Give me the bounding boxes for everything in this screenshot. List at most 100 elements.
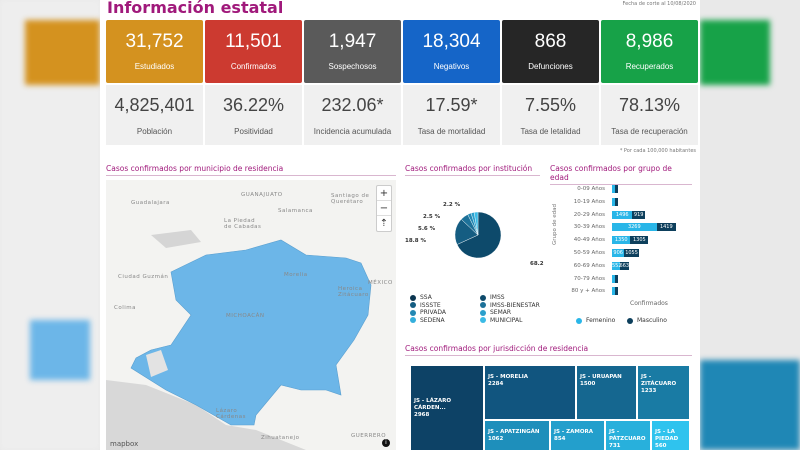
treemap-cell[interactable]: JS - LA PIEDAD 560 [651, 420, 690, 450]
card-stat: 232.06* Incidencia acumulada [304, 85, 401, 145]
treemap-cell[interactable]: JS - MORELIA 2284 [484, 365, 576, 420]
age-label: 20-29 Años [573, 211, 605, 218]
map-label: MICHOACÁN [226, 313, 265, 319]
zoom-in-button[interactable]: + [377, 186, 391, 201]
cell-name: JS - LÁZARO CÁRDEN... [414, 397, 452, 411]
cell-value: 560 [655, 443, 667, 450]
legend-label: Femenino [586, 317, 616, 324]
treemap-cell[interactable]: JS - ZITÁCUARO 1233 [637, 365, 690, 420]
bar-male[interactable]: 1055 [624, 249, 639, 257]
legend-item[interactable]: IMSS-BIENESTAR [480, 302, 540, 309]
cell-value: 2968 [414, 412, 430, 419]
legend-label: IMSS [490, 294, 505, 301]
pie-label: 18.8 % [405, 238, 426, 244]
cell-name: JS - MORELIA [488, 374, 529, 380]
legend-swatch [410, 317, 416, 323]
age-title: Casos confirmados por grupo de edad [550, 164, 692, 185]
bar-female[interactable] [612, 197, 615, 206]
legend-item[interactable]: SEDENA [410, 317, 445, 324]
cell-name: JS - LA PIEDAD [655, 429, 679, 443]
cell-value: 1233 [641, 388, 657, 395]
legend-item[interactable]: IMSS [480, 294, 505, 301]
legend-swatch [480, 302, 486, 308]
card-value: 18,304 [422, 31, 481, 52]
municipality-map[interactable]: GUANAJUATO Santiago de Querétaro Guadala… [106, 180, 396, 450]
legend-label: SSA [420, 294, 432, 301]
bar-male[interactable] [615, 287, 618, 296]
zoom-out-button[interactable]: − [377, 201, 391, 216]
map-label: Santiago de Querétaro [331, 193, 370, 205]
stat-card-sospechosos: 1,947 Sospechosos 232.06* Incidencia acumul… [304, 20, 401, 145]
map-label: GUANAJUATO [241, 192, 283, 198]
treemap-cell[interactable]: JS - URUAPAN 1500 [576, 365, 637, 420]
bar-female[interactable] [612, 185, 615, 193]
legend-label: Masculino [637, 317, 667, 324]
bar-value: 3269 [627, 224, 641, 231]
institution-title: Casos confirmados por institución [405, 164, 540, 176]
treemap-cell[interactable]: JS - PÁTZCUARO 731 [605, 420, 651, 450]
bar-male[interactable]: 1305 [630, 236, 649, 245]
map-shapes [106, 230, 372, 450]
bar-value: 919 [633, 211, 644, 218]
info-icon[interactable]: i [382, 439, 390, 447]
ocean [106, 380, 306, 450]
card-value: 1,947 [328, 31, 377, 52]
bar-male[interactable]: 919 [632, 210, 645, 219]
map-label: Colima [114, 305, 136, 311]
bar-value: 1055 [625, 250, 638, 256]
bar-female[interactable]: 1350 [612, 236, 631, 245]
bar-female[interactable]: 552 [612, 261, 622, 270]
bar-female[interactable] [612, 274, 615, 283]
mapbox-logo[interactable]: mapbox [110, 440, 139, 448]
bar-male[interactable]: 1419 [656, 223, 676, 232]
bar-male[interactable] [615, 185, 618, 193]
legend-item[interactable]: MUNICIPAL [480, 317, 522, 324]
treemap-cell[interactable]: JS - LÁZARO CÁRDEN... 2968 [410, 365, 484, 450]
male-swatch [627, 317, 633, 324]
bar-female[interactable]: 3269 [612, 223, 657, 232]
stat-card-estudiados: 31,752 Estudiados 4,825,401 Población [106, 20, 203, 145]
age-x-axis-label: Confirmados [630, 300, 668, 307]
bar-value: 1496 [615, 211, 629, 218]
lake [151, 230, 201, 248]
map-controls: + − ⇡ [376, 185, 392, 232]
bar-male[interactable] [615, 274, 618, 283]
bar-male[interactable] [615, 197, 618, 206]
cell-name: JS - APATZINGÁN [488, 429, 540, 435]
age-label: 80 y + Años [571, 288, 605, 295]
bar-female[interactable]: 906 [612, 249, 625, 257]
legend-item[interactable]: SEMAR [480, 309, 511, 316]
pie-label: 5.6 % [418, 226, 436, 232]
stat-card-recuperados: 8,986 Recuperados 78.13% Tasa de recuperaci… [601, 20, 698, 145]
bar-female[interactable] [612, 287, 615, 296]
pie-slice[interactable] [473, 211, 479, 236]
bar-male[interactable]: 663 [619, 261, 629, 270]
bar-value: 552 [612, 262, 622, 269]
card-header: 868 Defunciones [502, 20, 599, 83]
card-value: 31,752 [125, 31, 184, 52]
map-label: Ciudad Guzmán [118, 274, 169, 280]
pie-slice[interactable] [456, 211, 502, 259]
stat-card-negativos: 18,304 Negativos 17.59* Tasa de mortalidad [403, 20, 500, 145]
legend-swatch [480, 309, 486, 316]
legend-item[interactable]: PRIVADA [410, 309, 446, 316]
card-header: 8,986 Recuperados [601, 20, 698, 83]
treemap-cell[interactable]: JS - ZAMORA 854 [550, 420, 605, 450]
legend-swatch [480, 317, 486, 323]
card-label: Confirmados [230, 62, 277, 71]
age-label: 40-49 Años [573, 237, 605, 244]
legend-item[interactable]: SSA [410, 294, 432, 301]
michoacan-state [130, 239, 372, 426]
legend-item[interactable]: ISSSTE [410, 302, 441, 309]
bar-female[interactable]: 1496 [612, 210, 633, 219]
legend-label: ISSSTE [420, 301, 441, 309]
map-label: Zihuatanejo [261, 435, 300, 441]
treemap-cell[interactable]: JS - APATZINGÁN 1062 [484, 420, 550, 450]
pie-label: 68.2 % [530, 261, 545, 267]
card-value: 11,501 [225, 31, 282, 52]
card-stat: 4,825,401 Población [106, 85, 203, 145]
cell-name: JS - URUAPAN [580, 374, 622, 380]
card-header: 1,947 Sospechosos [304, 20, 401, 83]
compass-icon[interactable]: ⇡ [379, 218, 389, 229]
legend-female: Femenino [576, 317, 615, 324]
